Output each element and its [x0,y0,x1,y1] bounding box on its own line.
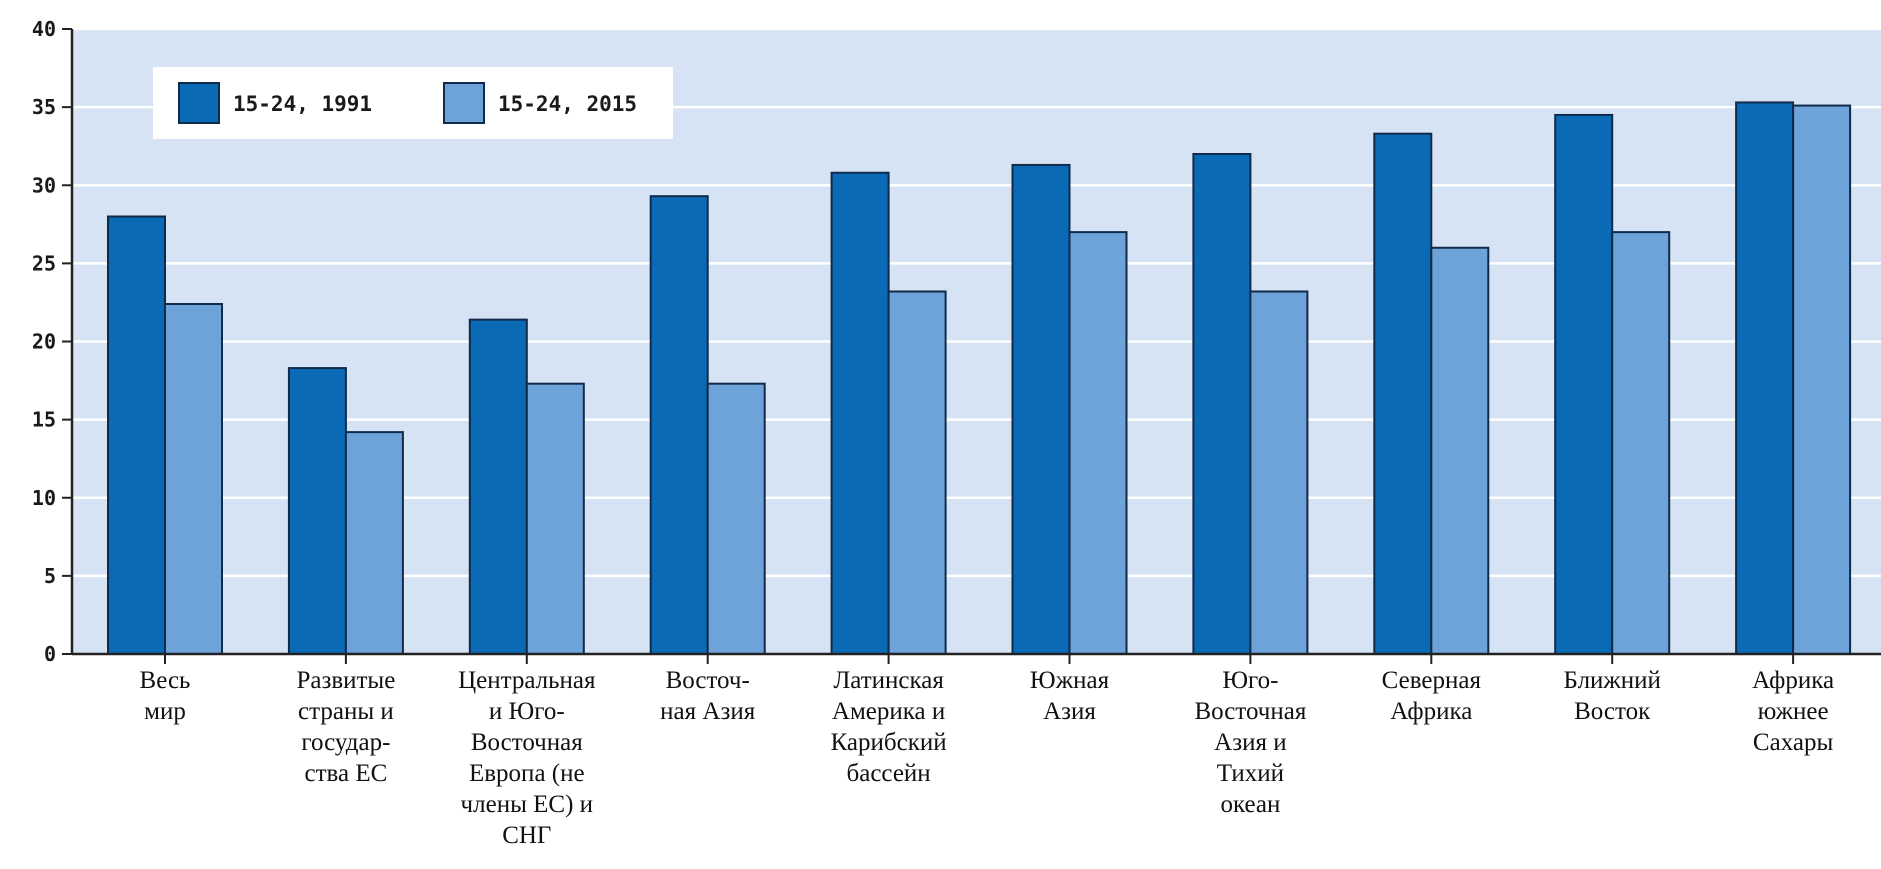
y-tick-label: 30 [32,173,56,197]
bar-series-2-category-5 [887,290,947,655]
bar-series-1-category-8 [1373,132,1433,655]
bar-series-1-category-3 [468,318,528,655]
x-category-label: Северная Африка [1382,667,1482,725]
x-category-label: Юго-Восточная Азия и Тихий океан [1194,667,1306,818]
bar-series-1-category-5 [830,171,890,655]
legend-box [153,67,673,139]
bar-series-1-category-4 [649,195,709,655]
bar-series-2-category-10 [1792,104,1852,655]
bar-series-1-category-1 [107,215,166,655]
x-category-label: Южная Азия [1030,667,1110,725]
legend-label-series-2: 15-24, 2015 [498,92,637,116]
bar-series-2-category-4 [706,382,766,655]
legend-swatch-series-1 [178,82,220,124]
bar-series-2-category-8 [1430,246,1490,655]
bar-series-1-category-10 [1735,101,1795,655]
y-tick-label: 10 [32,486,56,510]
x-category-label: Ближний Восток [1564,667,1661,725]
bars [107,101,1852,655]
bar-series-1-category-7 [1192,153,1252,655]
bar-series-1-category-6 [1011,163,1071,655]
x-category-label: Восточ-ная Азия [660,667,756,725]
x-category-label: Весь мир [140,667,191,725]
x-category-label: Центральная и Юго-Восточная Европа (не член… [458,667,596,849]
legend-label-series-1: 15-24, 1991 [233,92,372,116]
bar-series-2-category-6 [1068,231,1128,655]
legend: 15-24, 1991 15-24, 2015 [153,67,673,139]
legend-swatch-series-2 [443,82,485,124]
y-tick-label: 25 [32,251,56,275]
bar-series-1-category-9 [1554,113,1614,655]
bar-series-2-category-2 [344,431,404,655]
y-tick-label: 5 [44,564,56,588]
bar-series-2-category-3 [525,382,585,655]
bar-series-2-category-1 [164,303,223,655]
y-tick-label: 35 [32,95,56,119]
y-tick-label: 40 [32,17,56,41]
y-axis-ticks: 0 5 10 15 20 25 30 35 40 [32,17,72,666]
y-tick-label: 15 [32,408,56,432]
x-category-label: Латинская Америка и Карибский бассейн [831,667,947,787]
bar-series-2-category-7 [1249,290,1309,655]
y-tick-label: 20 [32,330,56,354]
x-axis-labels: Весь мир Развитые страны и государ-ства ЕС Це… [140,654,1834,849]
x-category-label: Африка южнее Сахары [1752,667,1834,756]
y-tick-label: 0 [44,642,56,666]
x-category-label: Развитые страны и государ-ства ЕС [296,667,395,787]
bar-series-2-category-9 [1611,231,1671,655]
bar-series-1-category-2 [287,367,347,655]
